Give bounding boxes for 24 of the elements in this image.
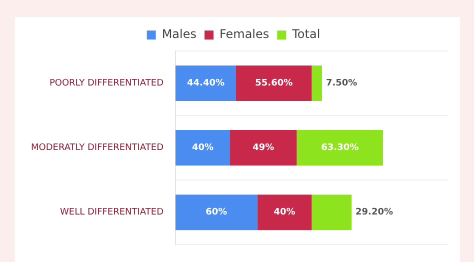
bar: [176, 130, 230, 166]
data-label: 7.50%: [326, 78, 358, 89]
y-tick-label: WELL DIFFERENTIATED: [60, 208, 164, 218]
data-label: 40%: [274, 208, 296, 218]
bar: [257, 194, 312, 230]
bar: [176, 66, 236, 102]
legend-label: Total: [291, 27, 320, 42]
data-label: 40%: [192, 143, 214, 154]
data-label: 63.30%: [321, 143, 359, 154]
data-label: 49%: [252, 143, 274, 154]
bar: [230, 130, 297, 166]
bar: [176, 194, 258, 230]
bar: [296, 130, 384, 166]
bar: [236, 66, 312, 102]
legend-label: Females: [220, 27, 270, 42]
data-label: 60%: [206, 208, 228, 218]
legend-label: Males: [162, 27, 197, 42]
data-label: 29.20%: [356, 208, 394, 218]
bar: [312, 66, 322, 102]
data-label: 55.60%: [255, 78, 293, 89]
data-label: 44.40%: [187, 78, 225, 89]
y-tick-label: POORLY DIFFERENTIATED: [49, 78, 164, 89]
bar: [312, 194, 352, 230]
y-tick-label: MODERATLY DIFFERENTIATED: [30, 143, 164, 154]
